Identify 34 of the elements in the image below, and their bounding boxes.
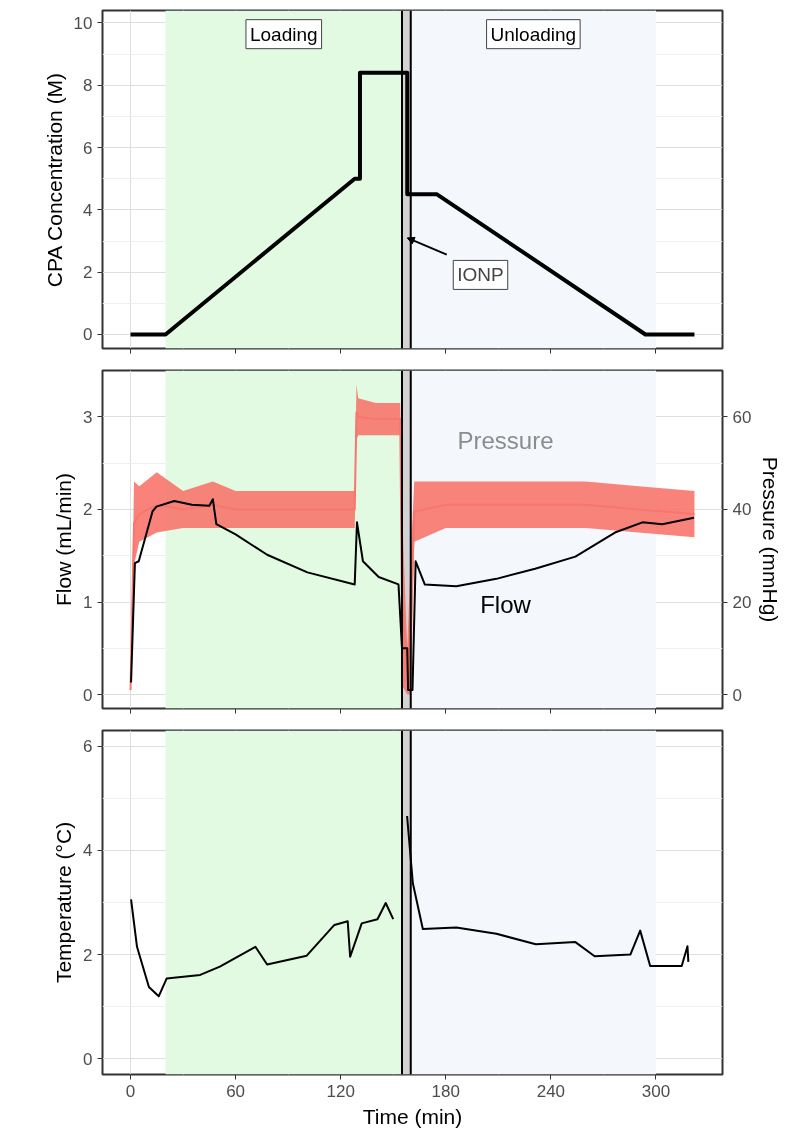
x-axis-title: Time (min) xyxy=(362,1104,463,1128)
y2-tick-label: 20 xyxy=(732,593,752,613)
x-tick-label: 0 xyxy=(125,1081,136,1101)
y-tick-label: 2 xyxy=(83,945,93,965)
x-tick-label: 180 xyxy=(431,1081,460,1101)
y2-axis-title: Pressure (mmHg) xyxy=(759,456,783,623)
series-label: Flow xyxy=(480,590,532,618)
y2-tick-label: 40 xyxy=(732,500,752,520)
band-label: Loading xyxy=(249,23,318,45)
x-tick-label: 240 xyxy=(536,1081,566,1101)
y-tick-label: 6 xyxy=(83,737,93,757)
y-tick-label: 6 xyxy=(83,138,93,158)
y-tick-label: 2 xyxy=(83,263,93,283)
y-tick-label: 10 xyxy=(73,13,93,33)
band-label: Unloading xyxy=(490,23,577,45)
y-tick-label: 1 xyxy=(83,593,93,613)
y-tick-label: 0 xyxy=(83,1049,93,1069)
y-tick-label: 2 xyxy=(83,500,93,520)
x-tick-label: 60 xyxy=(226,1081,246,1101)
y-axis-title: Flow (mL/min) xyxy=(52,472,76,606)
y2-tick-label: 60 xyxy=(732,407,752,427)
y-tick-label: 8 xyxy=(83,76,93,96)
y-tick-label: 4 xyxy=(83,200,93,220)
x-tick-label: 300 xyxy=(641,1081,671,1101)
y2-tick-label: 0 xyxy=(732,685,742,705)
x-tick-label: 120 xyxy=(326,1081,355,1101)
y-axis-title: Temperature (°C) xyxy=(52,821,76,984)
y-tick-label: 0 xyxy=(83,685,93,705)
y-tick-label: 4 xyxy=(83,841,93,861)
text: Pressure xyxy=(457,427,554,455)
y-axis-title: CPA Concentration (M) xyxy=(42,72,66,288)
annotation: IONP xyxy=(457,264,504,286)
y-tick-label: 3 xyxy=(83,407,93,427)
y-tick-label: 0 xyxy=(83,325,93,345)
